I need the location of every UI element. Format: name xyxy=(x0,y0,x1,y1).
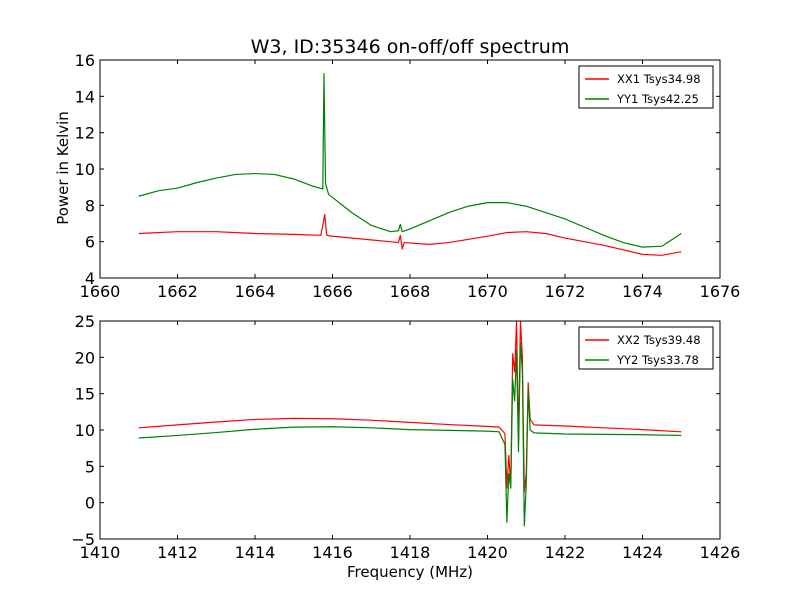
y-tick-label-1-3: 10 xyxy=(75,421,95,440)
x-axis-label-bottom: Frequency (MHz) xyxy=(347,563,473,581)
x-tick-label-1-4: 1418 xyxy=(390,543,431,562)
x-tick-label-1-7: 1424 xyxy=(622,543,663,562)
x-tick-label-0-8: 1676 xyxy=(700,282,741,301)
y-tick-label-0-2: 8 xyxy=(85,196,95,215)
x-tick-label-1-8: 1426 xyxy=(700,543,741,562)
y-tick-label-0-6: 16 xyxy=(75,51,95,70)
y-tick-label-0-5: 14 xyxy=(75,87,95,106)
legend-label-0-0: XX1 Tsys34.98 xyxy=(617,72,701,86)
series-group-1 xyxy=(138,321,682,527)
x-tick-label-0-1: 1662 xyxy=(157,282,198,301)
series-line-1-1 xyxy=(138,342,682,527)
x-tick-label-0-6: 1672 xyxy=(545,282,586,301)
y-tick-label-1-0: −5 xyxy=(71,530,95,549)
x-tick-label-0-3: 1666 xyxy=(312,282,353,301)
x-tick-label-1-2: 1414 xyxy=(235,543,276,562)
bottom-panel: 1410 1412 1414 1416 1418 1420 1422 1424 1426 −5 0 5… xyxy=(71,312,740,562)
series-group-0 xyxy=(138,73,682,256)
x-tick-label-0-2: 1664 xyxy=(235,282,276,301)
y-tick-label-0-1: 6 xyxy=(85,233,95,252)
y-tick-label-1-1: 0 xyxy=(85,494,95,513)
legend-box-0 xyxy=(578,65,714,109)
x-tick-label-1-5: 1420 xyxy=(467,543,508,562)
x-tick-label-0-0: 1660 xyxy=(80,282,121,301)
y-tick-label-1-2: 5 xyxy=(85,457,95,476)
y-tick-label-0-4: 12 xyxy=(75,124,95,143)
series-line-0-0 xyxy=(138,213,682,256)
y-tick-label-1-6: 25 xyxy=(75,312,95,331)
y-tick-label-1-5: 20 xyxy=(75,348,95,367)
top-panel: 1660 1662 1664 1666 1668 1670 1672 1674 1676 4 6 8 1… xyxy=(75,51,741,301)
chart-title: W3, ID:35346 on-off/off spectrum xyxy=(251,36,570,58)
legend-label-1-1: YY2 Tsys33.78 xyxy=(616,353,699,367)
legend-label-0-1: YY1 Tsys42.25 xyxy=(616,92,699,106)
y-axis-label-top: Power in Kelvin xyxy=(54,111,72,225)
x-tick-label-1-1: 1412 xyxy=(157,543,198,562)
x-tick-label-0-7: 1674 xyxy=(622,282,663,301)
series-line-0-1 xyxy=(138,73,682,248)
legend-box-1 xyxy=(578,326,714,370)
x-tick-label-1-0: 1410 xyxy=(80,543,121,562)
x-tick-label-1-6: 1422 xyxy=(545,543,586,562)
x-tick-label-1-3: 1416 xyxy=(312,543,353,562)
x-tick-label-0-4: 1668 xyxy=(390,282,431,301)
y-tick-label-1-4: 15 xyxy=(75,385,95,404)
y-tick-label-0-3: 10 xyxy=(75,160,95,179)
legend-label-1-0: XX2 Tsys39.48 xyxy=(617,333,701,347)
x-tick-label-0-5: 1670 xyxy=(467,282,508,301)
y-tick-label-0-0: 4 xyxy=(85,269,95,288)
